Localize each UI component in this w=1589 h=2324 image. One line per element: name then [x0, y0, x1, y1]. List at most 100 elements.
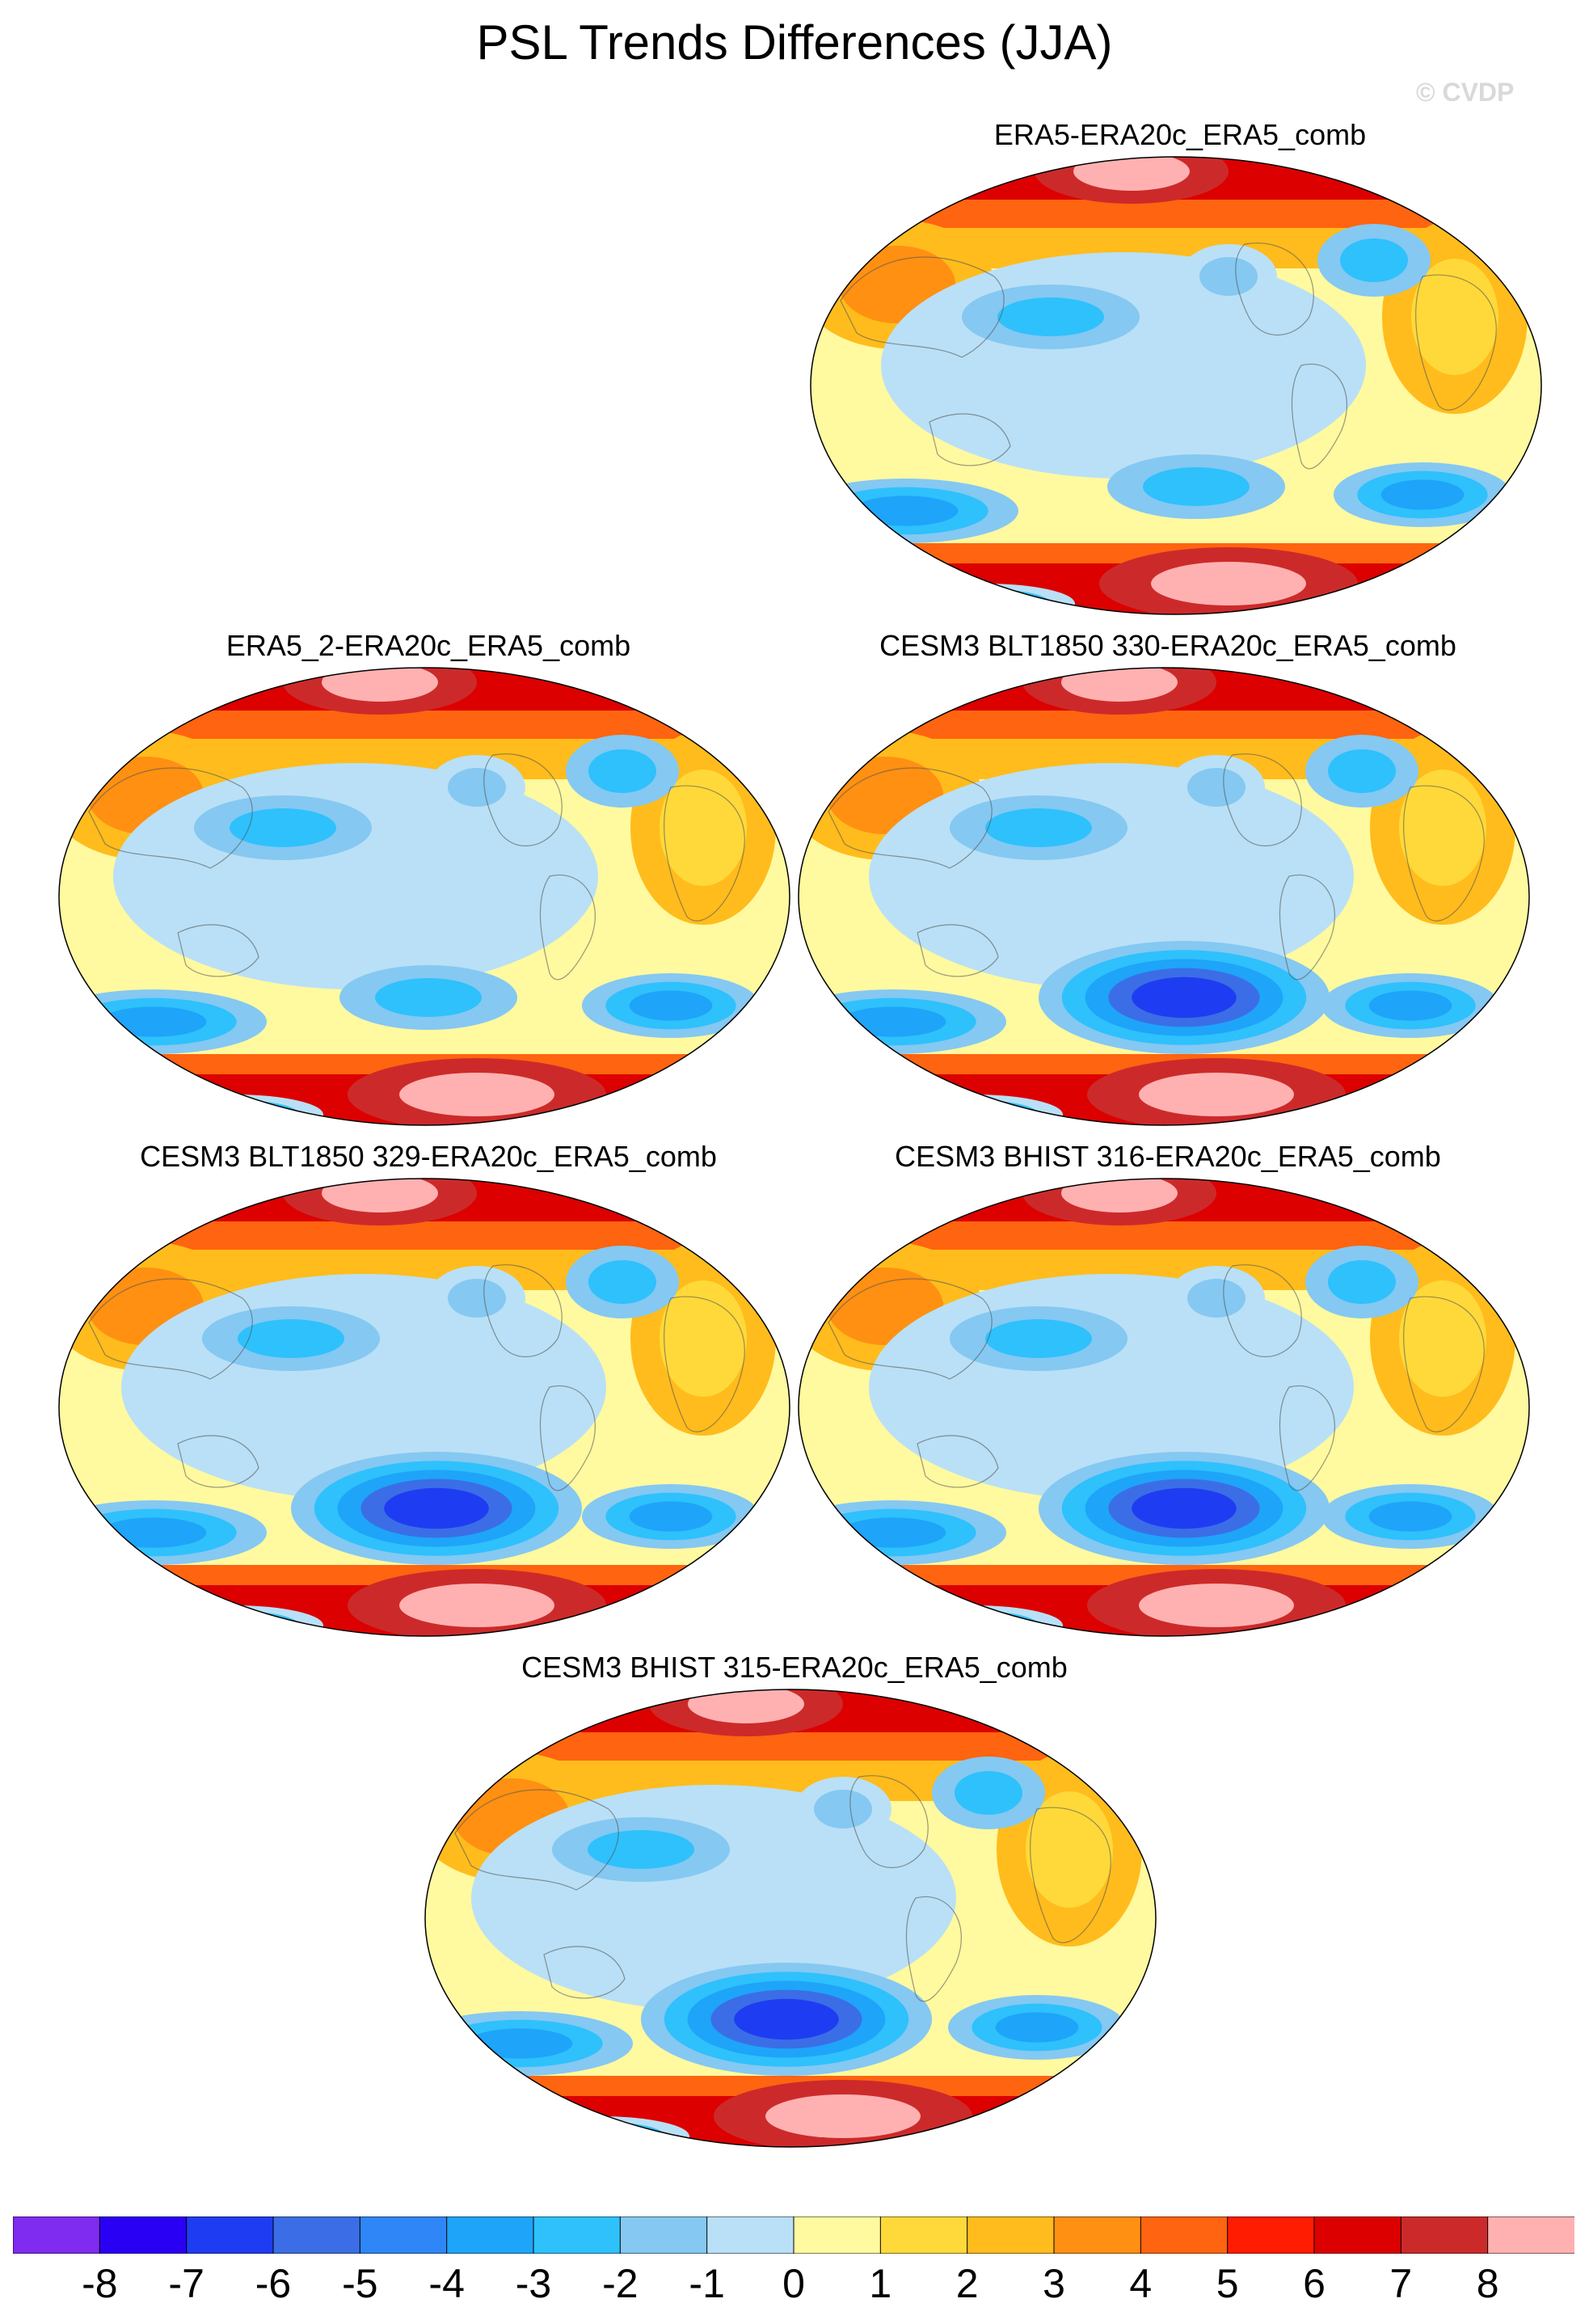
- antarctic-noise: [932, 1616, 1016, 1635]
- robinson-map: [798, 1178, 1530, 1637]
- north-atlantic-low: [1340, 238, 1408, 282]
- map-panel-cesm3-blt1850-329: CESM3 BLT1850 329-ERA20c_ERA5_comb: [57, 1140, 800, 1657]
- colorbar-tick-label: -3: [515, 2261, 552, 2306]
- antarctic-noise: [512, 2116, 689, 2147]
- colorbar-tick-label: -5: [342, 2261, 378, 2306]
- coastline: [1403, 785, 1485, 922]
- north-pacific-low: [985, 808, 1092, 847]
- map-border: [798, 1178, 1530, 1637]
- coastline: [929, 413, 1011, 466]
- figure-title: PSL Trends Differences (JJA): [476, 15, 1113, 70]
- coastline: [828, 1278, 993, 1380]
- colorbar-tick-label: -8: [82, 2261, 118, 2306]
- north-pacific-low: [985, 1319, 1092, 1358]
- south-indian-low: [100, 1517, 207, 1548]
- antarctic-high: [1139, 1073, 1294, 1116]
- colorbar-swatch: [793, 2216, 882, 2254]
- antarctic-noise: [932, 1105, 1016, 1124]
- coastline: [1223, 1264, 1302, 1357]
- north-america-low: [448, 1279, 506, 1318]
- coastline: [177, 1435, 259, 1488]
- antarctic-high: [765, 2094, 921, 2138]
- antarctic-noise: [192, 1616, 276, 1635]
- antarctic-high: [399, 1073, 554, 1116]
- colorbar-tick-label: 5: [1216, 2261, 1239, 2306]
- north-pacific-low: [588, 1830, 694, 1869]
- colorbar-swatch: [533, 2216, 622, 2254]
- map-border: [58, 1178, 790, 1637]
- colorbar-tick-label: -4: [428, 2261, 465, 2306]
- colorbar-tick-label: 4: [1129, 2261, 1153, 2306]
- colorbar-tick-label: 1: [869, 2261, 892, 2306]
- map-panel-cesm3-blt1850-330: CESM3 BLT1850 330-ERA20c_ERA5_comb: [796, 629, 1540, 1146]
- colorbar-swatch: [1487, 2216, 1574, 2254]
- south-pacific-low: [384, 1487, 489, 1529]
- north-america-low: [448, 768, 506, 807]
- colorbar-tick-label: -1: [689, 2261, 725, 2306]
- map-border: [798, 667, 1530, 1126]
- colorbar-tick-label: 3: [1043, 2261, 1065, 2306]
- coastline: [1279, 874, 1335, 981]
- colorbar-swatch: [879, 2216, 968, 2254]
- colorbar-tick-label: 6: [1303, 2261, 1326, 2306]
- colorbar-swatch: [13, 2216, 101, 2254]
- north-america-low: [1187, 768, 1245, 807]
- coastline: [1279, 1385, 1335, 1491]
- antarctic-noise: [921, 588, 1052, 614]
- colorbar-swatch: [446, 2216, 535, 2254]
- coastline: [483, 1264, 563, 1357]
- coastline: [483, 753, 563, 846]
- south-atlantic-low: [629, 990, 713, 1021]
- south-pacific-low: [1143, 467, 1250, 506]
- antarctic-noise: [145, 1605, 323, 1636]
- antarctic-noise: [908, 1610, 1039, 1636]
- colorbar-swatch: [1313, 2216, 1402, 2254]
- colorbar-tick-label: 7: [1389, 2261, 1413, 2306]
- north-pacific-low: [997, 297, 1104, 336]
- colorbar: [13, 2216, 1574, 2254]
- north-america-low: [1199, 257, 1258, 296]
- panel-title: ERA5-ERA20c_ERA5_comb: [993, 118, 1367, 151]
- coastline: [543, 1946, 626, 1999]
- colorbar-tick-label: 2: [955, 2261, 979, 2306]
- coastline: [539, 874, 596, 981]
- panel-title: CESM3 BLT1850 330-ERA20c_ERA5_comb: [879, 629, 1456, 662]
- antarctic-noise: [885, 1095, 1063, 1125]
- coastline: [1415, 274, 1497, 411]
- antarctic-noise: [558, 2127, 643, 2146]
- south-atlantic-low: [1368, 1501, 1452, 1532]
- south-pacific-low: [1132, 1487, 1237, 1529]
- coastline: [539, 1385, 596, 1491]
- robinson-map: [58, 1178, 790, 1637]
- coastline: [88, 767, 253, 869]
- panel-title: CESM3 BLT1850 329-ERA20c_ERA5_comb: [140, 1140, 717, 1173]
- colorbar-tick-label: -7: [168, 2261, 204, 2306]
- colorbar-swatch: [1227, 2216, 1315, 2254]
- south-pacific-low: [1132, 976, 1237, 1019]
- antarctic-noise: [897, 584, 1075, 614]
- coastline: [828, 767, 993, 869]
- north-atlantic-low: [588, 749, 656, 793]
- map-border: [58, 667, 790, 1126]
- south-indian-low: [840, 1517, 946, 1548]
- south-atlantic-low: [1380, 479, 1465, 510]
- north-america-low: [814, 1790, 872, 1828]
- coastline: [88, 1278, 253, 1380]
- antarctic-noise: [535, 2121, 666, 2147]
- south-indian-low: [852, 496, 959, 526]
- coastline: [177, 924, 259, 977]
- south-atlantic-low: [1368, 990, 1452, 1021]
- colorbar-tick-label: -2: [602, 2261, 639, 2306]
- colorbar-tick-label: 0: [782, 2261, 805, 2306]
- antarctic-noise: [908, 1099, 1039, 1125]
- south-indian-low: [840, 1006, 946, 1037]
- colorbar-swatch: [619, 2216, 708, 2254]
- antarctic-noise: [145, 1095, 323, 1125]
- antarctic-noise: [885, 1605, 1063, 1636]
- coastline: [849, 1775, 929, 1868]
- panel-title: CESM3 BHIST 315-ERA20c_ERA5_comb: [521, 1651, 1068, 1684]
- colorbar-swatch: [359, 2216, 448, 2254]
- colorbar-tick-label: 8: [1476, 2261, 1499, 2306]
- coastline: [1291, 363, 1347, 470]
- south-atlantic-low: [629, 1501, 713, 1532]
